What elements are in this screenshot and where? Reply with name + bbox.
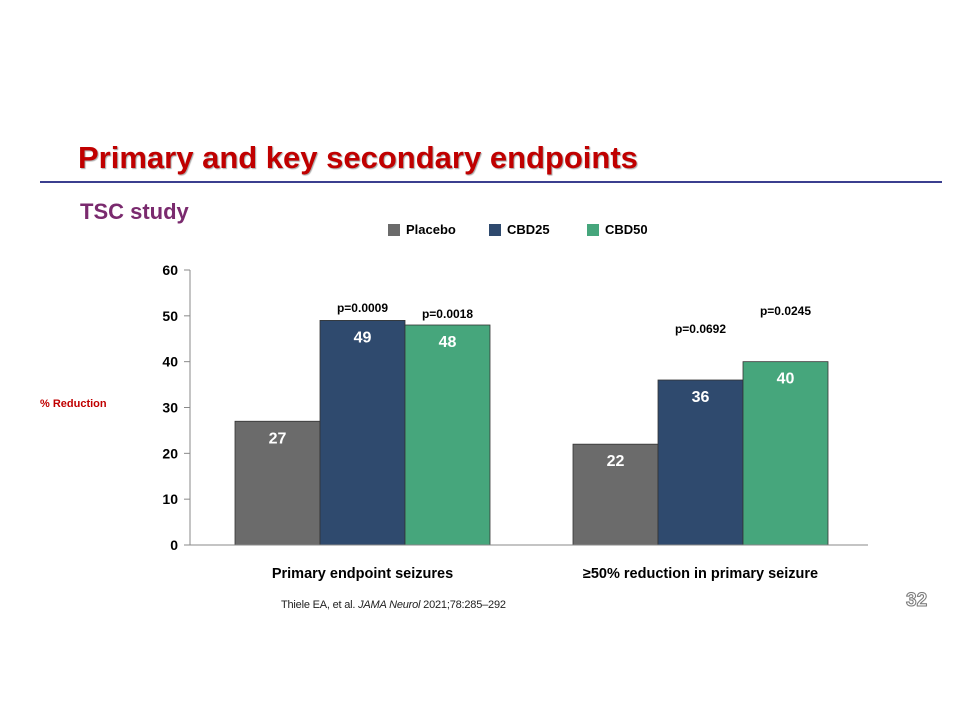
bar-cbd25-0 xyxy=(319,320,406,546)
legend-swatch-cbd25 xyxy=(489,223,501,236)
citation-journal: JAMA Neurol xyxy=(358,599,421,611)
bar-cbd25-1 xyxy=(657,379,744,546)
slide-title: Primary and key secondary endpoints xyxy=(78,140,638,175)
y-axis-label: % Reduction xyxy=(40,398,107,410)
legend-swatch-cbd50 xyxy=(587,223,599,236)
legend-label-placebo: Placebo xyxy=(406,222,456,237)
y-tick-label: 40 xyxy=(162,354,178,370)
legend-label-cbd25: CBD25 xyxy=(507,222,550,237)
bar-value-label: 22 xyxy=(607,453,625,470)
legend-swatch-placebo xyxy=(388,223,400,236)
bar-value-label: 49 xyxy=(354,329,372,346)
bar-placebo-0 xyxy=(234,420,321,546)
page-number: 32 xyxy=(905,590,928,612)
p-value-annotation: p=0.0692 xyxy=(675,322,726,336)
title-divider xyxy=(40,181,942,183)
citation: Thiele EA, et al. JAMA Neurol 2021;78:28… xyxy=(281,599,506,611)
x-category-label: ≥50% reduction in primary seizure xyxy=(583,566,818,582)
y-tick-label: 0 xyxy=(170,537,178,553)
slide-subtitle: TSC study xyxy=(80,199,189,224)
legend-item-placebo: Placebo xyxy=(388,222,456,237)
bar-cbd50-0 xyxy=(404,324,491,546)
bar-value-label: 40 xyxy=(777,371,795,388)
bar-placebo-1 xyxy=(572,443,659,546)
x-category-label: Primary endpoint seizures xyxy=(272,566,453,582)
citation-suffix: 2021;78:285–292 xyxy=(420,599,506,611)
p-value-annotation: p=0.0018 xyxy=(422,307,473,321)
p-value-annotation: p=0.0245 xyxy=(760,304,811,318)
legend-item-cbd50: CBD50 xyxy=(587,222,648,237)
y-tick-label: 50 xyxy=(162,308,178,324)
y-tick-label: 10 xyxy=(162,491,178,507)
y-tick-label: 60 xyxy=(162,262,178,278)
bar-value-label: 48 xyxy=(439,334,457,351)
y-tick-label: 20 xyxy=(162,445,178,461)
bar-value-label: 27 xyxy=(269,430,287,447)
p-value-annotation: p=0.0009 xyxy=(337,301,388,315)
legend-label-cbd50: CBD50 xyxy=(605,222,648,237)
y-tick-label: 30 xyxy=(162,400,178,416)
bar-value-label: 36 xyxy=(692,389,710,406)
legend-item-cbd25: CBD25 xyxy=(489,222,550,237)
bar-cbd50-1 xyxy=(742,361,829,546)
citation-prefix: Thiele EA, et al. xyxy=(281,599,359,611)
